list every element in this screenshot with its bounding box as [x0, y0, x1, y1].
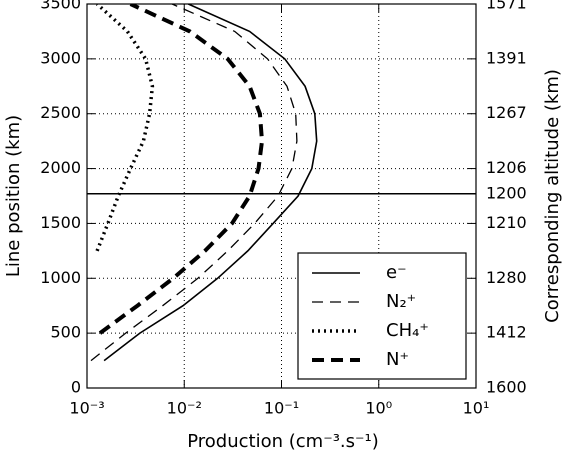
y2-tick-label: 1571: [486, 0, 527, 13]
y-tick-label: 2500: [40, 103, 81, 122]
y-tick-label: 0: [71, 378, 81, 397]
x-axis-label: Production (cm⁻³.s⁻¹): [187, 431, 379, 452]
plot-frame: [86, 3, 477, 389]
y-tick-label: 500: [50, 323, 81, 342]
x-tick-label: 10¹: [463, 399, 490, 418]
y2-tick-label: 1267: [486, 103, 527, 122]
y-tick-label: 2000: [40, 158, 81, 177]
y-tick-label: 3500: [40, 0, 81, 13]
y-axis-label: Line position (km): [3, 115, 24, 277]
series-line: [95, 4, 155, 252]
series-line: [98, 4, 265, 335]
series-line: [103, 4, 318, 362]
y2-tick-label: 1412: [486, 323, 527, 342]
y2-tick-label: 1210: [486, 213, 527, 232]
series-line: [90, 4, 298, 362]
y-tick-label: 1500: [40, 213, 81, 232]
legend-label: CH₄⁺: [386, 320, 429, 341]
y2-tick-label: 1391: [486, 48, 527, 67]
legend-label: N₂⁺: [386, 291, 416, 312]
legend-label: N⁺: [386, 349, 409, 370]
y2-axis-label: Corresponding altitude (km): [542, 69, 563, 323]
x-tick-label: 10⁻²: [167, 399, 202, 418]
x-tick-label: 10⁻³: [69, 399, 104, 418]
y2-tick-label: 1280: [486, 268, 527, 287]
x-tick-label: 10⁻¹: [264, 399, 299, 418]
y-tick-label: 1000: [40, 268, 81, 287]
legend-box: [297, 252, 467, 380]
y2-tick-label: 1206: [486, 158, 527, 177]
y2-tick-label: 1200: [486, 183, 527, 202]
y-tick-label: 3000: [40, 48, 81, 67]
x-tick-label: 10⁰: [365, 399, 392, 418]
legend-label: e⁻: [386, 262, 407, 283]
y2-tick-label: 1600: [486, 378, 527, 397]
